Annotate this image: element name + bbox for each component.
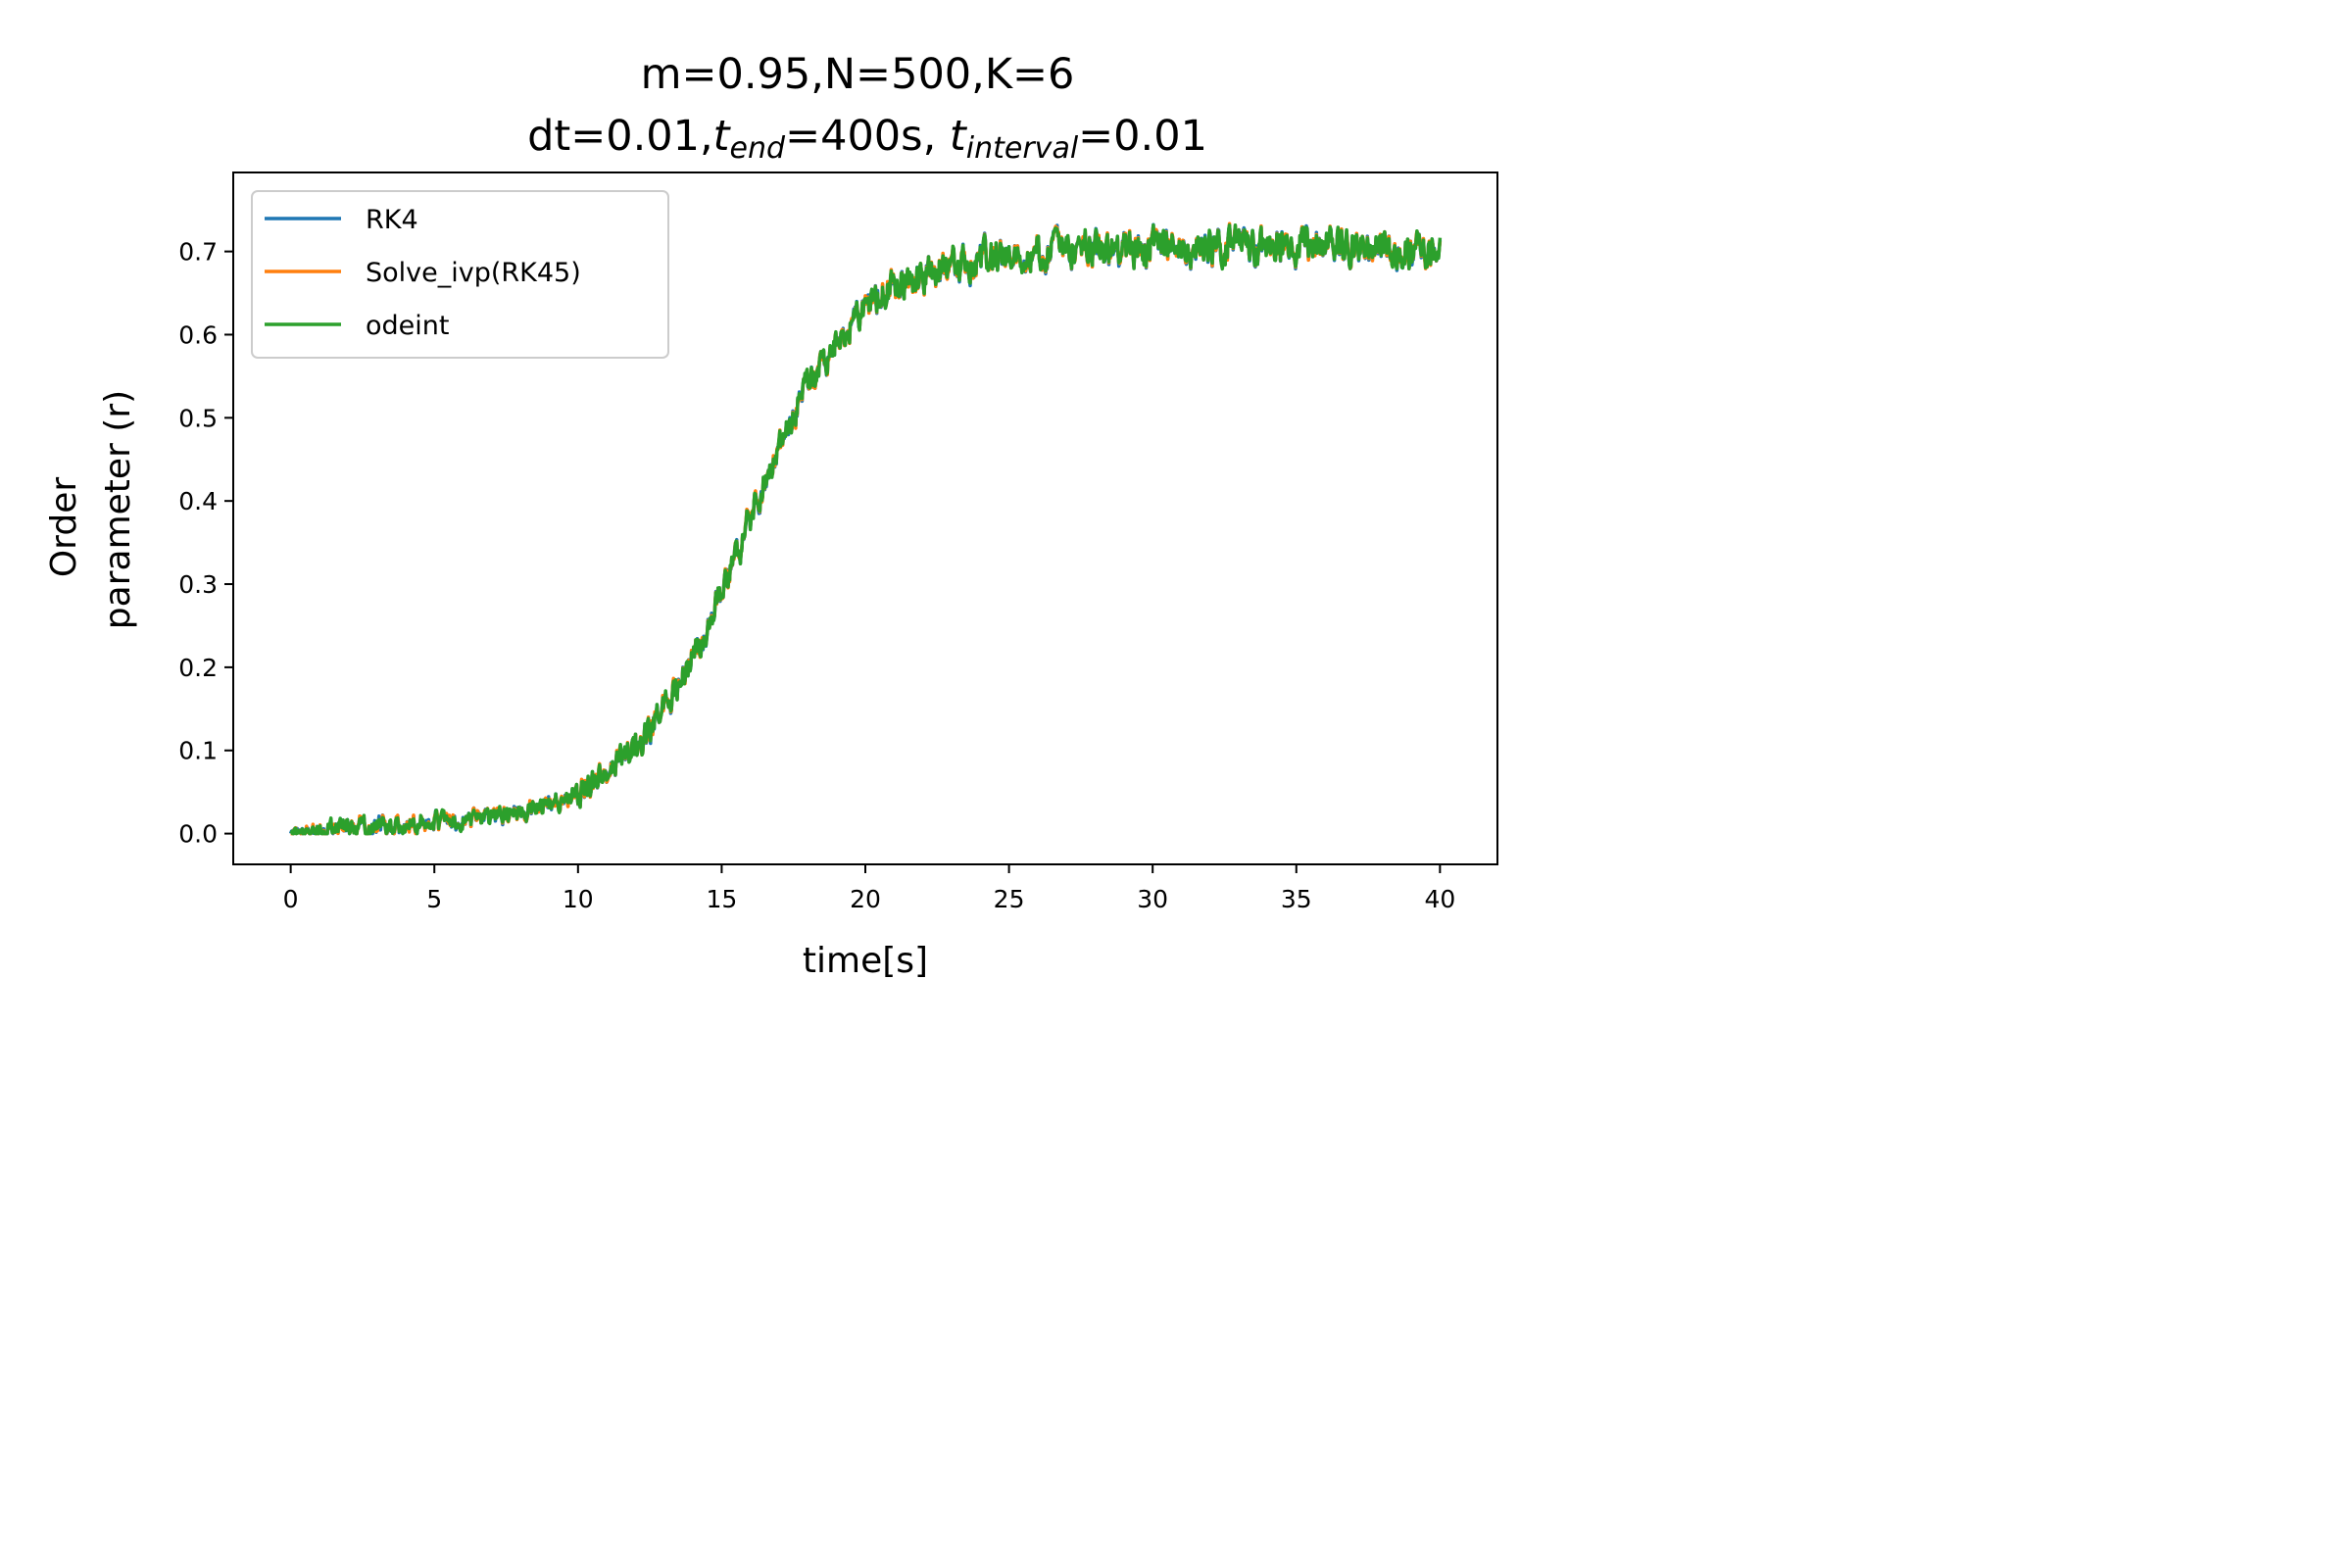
x-tick-label: 0	[283, 885, 299, 913]
legend-box	[251, 190, 669, 359]
title-mid-text: =400s,	[785, 112, 950, 161]
x-tick-label: 30	[1137, 885, 1168, 913]
x-tick-label: 10	[563, 885, 594, 913]
x-axis-label: time[s]	[803, 941, 928, 981]
title-suffix-text: =0.01	[1078, 112, 1207, 161]
title-dt-text: dt=0.01,	[527, 112, 713, 161]
y-axis-ticks: 0.0 0.1 0.2 0.3 0.4 0.5 0.6 0.7	[178, 238, 233, 849]
chart-title-line2: dt=0.01,tend=400s, tinterval=0.01	[527, 112, 1207, 166]
x-tick-label: 5	[426, 885, 442, 913]
legend-label-rk4: RK4	[366, 205, 418, 235]
x-tick-label: 20	[850, 885, 881, 913]
y-axis-label-line1: Order	[44, 477, 84, 578]
series-line-odeint	[289, 222, 1443, 836]
y-tick-label: 0.1	[178, 737, 218, 765]
y-tick-label: 0.6	[178, 320, 218, 349]
x-tick-label: 15	[707, 885, 738, 913]
x-tick-label: 35	[1281, 885, 1312, 913]
title-interval-subscript: interval	[966, 131, 1079, 166]
y-tick-label: 0.4	[178, 487, 218, 515]
chart: m=0.95,N=500,K=6 dt=0.01,tend=400s, tint…	[0, 0, 1537, 1025]
series-layer	[288, 221, 1443, 836]
x-tick-label: 25	[994, 885, 1025, 913]
legend-label-solve-ivp: Solve_ivp(RK45)	[366, 258, 581, 288]
y-tick-label: 0.5	[178, 404, 218, 432]
legend: RK4 Solve_ivp(RK45) odeint	[251, 190, 669, 359]
title-end-subscript: end	[730, 131, 786, 166]
y-tick-label: 0.3	[178, 570, 218, 599]
x-tick-label: 40	[1424, 885, 1455, 913]
y-tick-label: 0.7	[178, 238, 218, 267]
x-axis-ticks: 0 5 10 15 20 25 30 35 40	[283, 864, 1455, 913]
chart-title-line1: m=0.95,N=500,K=6	[641, 50, 1075, 99]
y-tick-label: 0.2	[178, 654, 218, 682]
title-t-interval-symbol: t	[950, 112, 968, 161]
y-axis-label-line2: parameter (r)	[98, 390, 138, 629]
legend-label-odeint: odeint	[366, 311, 449, 341]
title-t-end-symbol: t	[713, 112, 732, 161]
chart-background	[0, 0, 1537, 1025]
y-tick-label: 0.0	[178, 820, 218, 849]
